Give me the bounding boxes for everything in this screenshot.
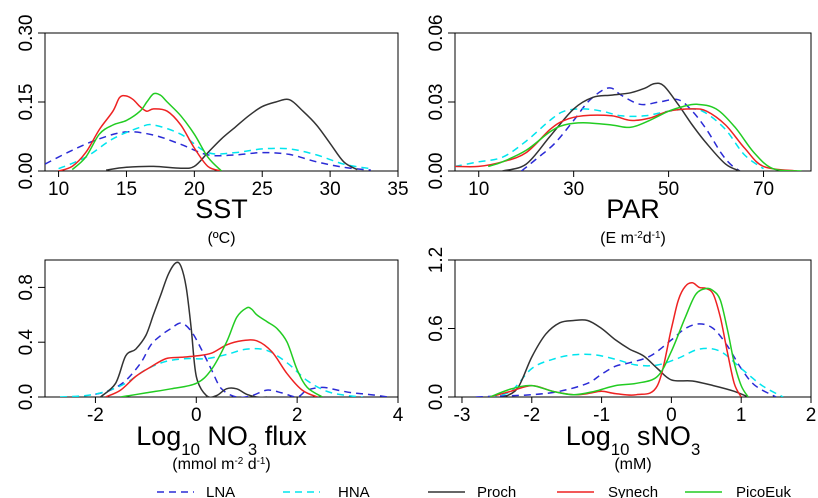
axis-unit-part: -2 — [234, 456, 243, 467]
plot-frame — [44, 32, 399, 172]
axis-unit-part: d — [643, 230, 652, 247]
series-line-hna — [60, 347, 363, 397]
axis-unit: (ºC) — [207, 230, 235, 247]
axis-unit: (E m-2d-1) — [600, 230, 666, 248]
axis-title: Log10 NO3 flux — [136, 421, 307, 459]
axis-title-part: 3 — [691, 440, 700, 459]
axis-title-part: 10 — [181, 440, 200, 459]
x-tick-label: 20 — [184, 179, 205, 200]
axis-unit-part: d — [243, 456, 256, 473]
x-tick-label: 2 — [806, 405, 817, 426]
x-tick-label: 0 — [666, 405, 677, 426]
series-line-hna — [489, 347, 784, 397]
x-tick-label: 50 — [658, 179, 679, 200]
x-tick-label: 15 — [116, 179, 137, 200]
y-tick-label: 0.30 — [16, 15, 37, 52]
axis-title-part: 10 — [611, 440, 630, 459]
x-tick-label: 2 — [292, 405, 303, 426]
legend: LNA HNA Proch Synech PicoEuk — [157, 484, 792, 498]
x-tick-label: 35 — [387, 179, 408, 200]
x-tick-label: 70 — [753, 179, 774, 200]
panel-1: 0.00 0.15 0.30 10 15 20 25 30 35 SST (ºC) — [16, 15, 409, 247]
y-tick-label: 0.0 — [426, 384, 447, 410]
axis-unit-part: (ºC) — [207, 230, 235, 247]
axis-unit: (mmol m-2 d-1) — [172, 456, 271, 474]
legend-label-hna: HNA — [338, 484, 370, 498]
axis-title: Log10 sNO3 — [566, 421, 701, 459]
series-line-proch — [503, 319, 749, 397]
x-tick-label: -2 — [87, 405, 104, 426]
plot-frame — [44, 259, 399, 398]
x-tick-label: -1 — [593, 405, 610, 426]
y-tick-label: 0.6 — [426, 315, 447, 341]
series-line-hna — [455, 108, 764, 170]
series-line-picoeuk — [71, 92, 223, 171]
legend-label-lna: LNA — [206, 484, 235, 498]
x-tick-label: 10 — [468, 179, 489, 200]
panel-2: 0.00 0.03 0.06 10 30 50 70 PAR (E m-2d-1) — [426, 15, 812, 248]
axis-unit-part: (mM) — [614, 456, 651, 473]
legend-label-synech: Synech — [608, 484, 658, 498]
y-tick-label: 0.8 — [16, 274, 37, 300]
axis-title: SST — [195, 194, 248, 224]
axis-title-part: SST — [195, 194, 248, 224]
axis-unit-part: (mmol m — [172, 456, 234, 473]
axis-unit-part: (E m — [600, 230, 634, 247]
axis-title-part: Log — [136, 421, 181, 451]
y-tick-label: 0.03 — [426, 84, 447, 121]
y-tick-label: 0.15 — [16, 84, 37, 121]
axis-unit-part: -2 — [634, 230, 643, 241]
axis-unit-part: ) — [265, 456, 270, 473]
axis-title-part: Log — [566, 421, 611, 451]
x-tick-label: 25 — [252, 179, 273, 200]
series-line-synech — [58, 94, 222, 171]
x-tick-label: 30 — [320, 179, 341, 200]
x-tick-label: 4 — [393, 405, 404, 426]
series-line-hna — [58, 123, 371, 170]
axis-unit-part: ) — [660, 230, 665, 247]
x-tick-label: 1 — [736, 405, 747, 426]
axis-unit: (mM) — [614, 456, 651, 473]
axis-unit-part: -1 — [652, 230, 661, 241]
plot-frame — [454, 259, 812, 398]
legend-label-proch: Proch — [477, 484, 516, 498]
series-line-synech — [105, 339, 318, 397]
series-line-lna — [475, 323, 777, 397]
y-tick-label: 0.0 — [16, 384, 37, 410]
y-tick-label: 0.06 — [426, 15, 447, 52]
legend-label-picoeuk: PicoEuk — [736, 484, 792, 498]
series-line-proch — [99, 261, 267, 397]
y-tick-label: 0.00 — [426, 153, 447, 190]
axis-title-part: PAR — [606, 194, 660, 224]
x-tick-label: 0 — [191, 405, 202, 426]
axis-title-part: flux — [257, 421, 307, 451]
y-tick-label: 0.00 — [16, 153, 37, 190]
series-line-picoeuk — [487, 103, 802, 171]
series-line-picoeuk — [120, 306, 323, 397]
y-tick-label: 1.2 — [426, 247, 447, 273]
axis-unit-part: -1 — [257, 456, 266, 467]
y-tick-label: 0.4 — [16, 329, 37, 356]
series-line-lna — [45, 131, 371, 171]
axis-title-part: NO — [207, 421, 248, 451]
axis-title-part: 3 — [248, 440, 257, 459]
axis-title: PAR — [606, 194, 660, 224]
x-tick-label: 10 — [48, 179, 69, 200]
axis-title-part: s — [629, 421, 650, 451]
series-line-lna — [95, 322, 389, 397]
axis-title-part: NO — [650, 421, 691, 451]
series-line-synech — [455, 108, 797, 171]
x-tick-label: -3 — [454, 405, 471, 426]
x-tick-label: -2 — [523, 405, 540, 426]
x-tick-label: 30 — [563, 179, 584, 200]
series-line-lna — [521, 87, 741, 171]
series-line-picoeuk — [489, 287, 749, 397]
axis-title-part — [200, 421, 208, 451]
series-line-proch — [105, 98, 358, 171]
